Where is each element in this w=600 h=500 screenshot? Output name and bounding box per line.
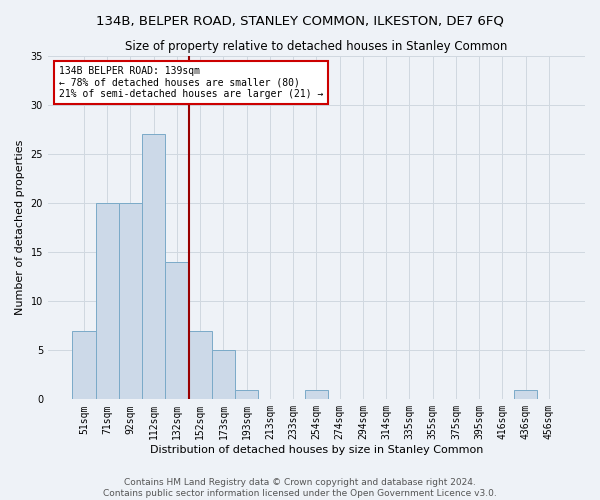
Text: 134B BELPER ROAD: 139sqm
← 78% of detached houses are smaller (80)
21% of semi-d: 134B BELPER ROAD: 139sqm ← 78% of detach…: [59, 66, 323, 99]
Bar: [212, 350, 235, 400]
Y-axis label: Number of detached properties: Number of detached properties: [15, 140, 25, 315]
Bar: [188, 330, 212, 400]
Bar: [235, 390, 259, 400]
X-axis label: Distribution of detached houses by size in Stanley Common: Distribution of detached houses by size …: [150, 445, 483, 455]
Bar: [73, 330, 95, 400]
Text: Contains HM Land Registry data © Crown copyright and database right 2024.
Contai: Contains HM Land Registry data © Crown c…: [103, 478, 497, 498]
Bar: [95, 203, 119, 400]
Bar: [166, 262, 188, 400]
Bar: [142, 134, 166, 400]
Bar: [514, 390, 538, 400]
Bar: [119, 203, 142, 400]
Title: Size of property relative to detached houses in Stanley Common: Size of property relative to detached ho…: [125, 40, 508, 53]
Text: 134B, BELPER ROAD, STANLEY COMMON, ILKESTON, DE7 6FQ: 134B, BELPER ROAD, STANLEY COMMON, ILKES…: [96, 15, 504, 28]
Bar: [305, 390, 328, 400]
